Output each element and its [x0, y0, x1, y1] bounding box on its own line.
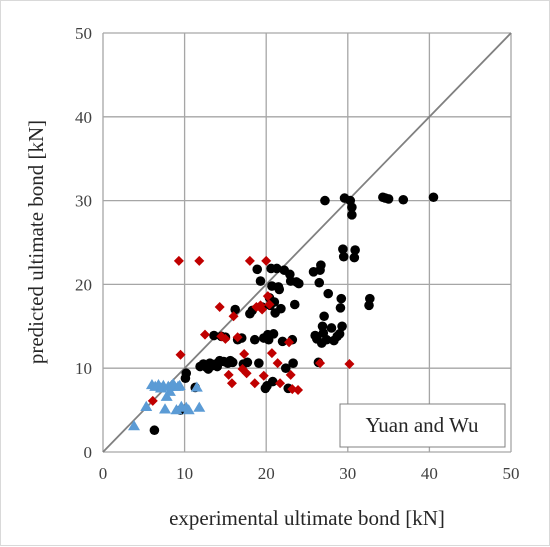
x-tick-label: 50 [503, 464, 520, 483]
grid-lines [102, 32, 512, 453]
data-point-blue [159, 403, 172, 414]
data-point-black [338, 244, 348, 255]
data-point-blue [140, 400, 153, 411]
y-tick-label: 10 [75, 359, 92, 378]
data-point-black [149, 425, 160, 436]
data-point-red [262, 291, 273, 302]
data-point-black [321, 334, 332, 345]
data-point-black [267, 376, 278, 387]
data-point-black [254, 358, 264, 368]
data-point-red [293, 384, 304, 395]
data-point-red [266, 348, 277, 359]
data-point-red [285, 369, 296, 380]
annotation-box: Yuan and Wu [339, 403, 506, 448]
data-point-red [272, 358, 283, 369]
data-point-blue [182, 404, 195, 415]
data-point-red [258, 370, 269, 381]
data-point-black [334, 329, 345, 339]
data-point-blue [193, 401, 206, 412]
data-point-black [276, 303, 286, 314]
y-tick-labels: 0 10 20 30 40 50 [75, 24, 92, 462]
data-point-red [249, 378, 260, 389]
data-point-black [347, 210, 357, 220]
data-point-black [209, 330, 219, 341]
data-point-black [320, 195, 330, 206]
data-point-black [383, 194, 394, 204]
data-point-black [288, 358, 298, 368]
data-point-black [347, 202, 357, 213]
data-point-black [277, 336, 288, 347]
data-point-black [338, 251, 349, 262]
data-point-red [264, 299, 275, 310]
data-point-red [261, 255, 272, 266]
data-point-black [272, 263, 282, 274]
y-tick-label: 40 [75, 108, 92, 127]
data-point-red [344, 359, 355, 370]
y-tick-label: 20 [75, 275, 92, 294]
data-point-red [175, 349, 186, 360]
data-point-red [232, 332, 243, 343]
data-point-black [274, 284, 285, 295]
x-tick-labels: 0 10 20 30 40 50 [99, 464, 520, 483]
x-tick-label: 40 [421, 464, 438, 483]
data-point-red [241, 368, 252, 379]
y-axis-title: predicted ultimate bond [kN] [24, 120, 48, 364]
data-point-black [249, 334, 260, 345]
data-point-red [226, 378, 237, 389]
data-point-black [350, 245, 360, 255]
data-point-black [336, 293, 347, 304]
data-point-black [316, 260, 326, 270]
data-point-red [315, 358, 326, 369]
data-point-blue [173, 379, 186, 390]
y-tick-label: 0 [84, 443, 93, 462]
data-point-black [230, 304, 240, 315]
data-point-blue [128, 420, 141, 431]
data-point-red [257, 304, 268, 315]
data-point-red [200, 329, 210, 340]
data-point-black [428, 192, 439, 203]
x-tick-label: 20 [258, 464, 275, 483]
data-point-black [255, 276, 266, 286]
data-point-red [194, 255, 205, 266]
y-tick-label: 30 [75, 192, 92, 211]
data-point-red [214, 302, 225, 313]
data-point-black [280, 363, 291, 374]
x-tick-label: 0 [99, 464, 108, 483]
y-tick-label: 50 [75, 24, 92, 43]
data-point-red [275, 378, 286, 389]
data-points [128, 192, 439, 436]
data-point-black [319, 311, 329, 322]
data-point-red [239, 348, 250, 359]
annotation-border [339, 403, 506, 448]
x-tick-label: 10 [176, 464, 193, 483]
data-point-black [314, 277, 325, 288]
data-point-black [268, 329, 279, 339]
data-point-red [223, 369, 234, 380]
data-point-red [228, 311, 239, 322]
data-point-red [147, 395, 158, 406]
x-axis-title: experimental ultimate bond [kN] [169, 506, 445, 530]
data-point-black [242, 357, 253, 368]
data-point-black [227, 357, 238, 368]
data-point-black [294, 278, 304, 289]
data-point-red [244, 255, 255, 266]
data-point-red [284, 337, 295, 348]
data-point-black [337, 321, 347, 332]
data-point-black [181, 368, 192, 379]
data-point-black [323, 288, 334, 299]
data-point-black [365, 293, 375, 304]
data-point-black [326, 323, 337, 333]
data-point-black [252, 264, 263, 275]
data-point-black [398, 194, 409, 205]
data-point-black [289, 299, 300, 310]
data-point-black [349, 252, 360, 263]
data-point-black [335, 303, 346, 313]
annotation-text: Yuan and Wu [365, 413, 479, 437]
data-point-red [173, 255, 184, 266]
x-tick-label: 30 [339, 464, 356, 483]
data-point-blue [190, 381, 203, 392]
data-point-red [220, 333, 231, 344]
